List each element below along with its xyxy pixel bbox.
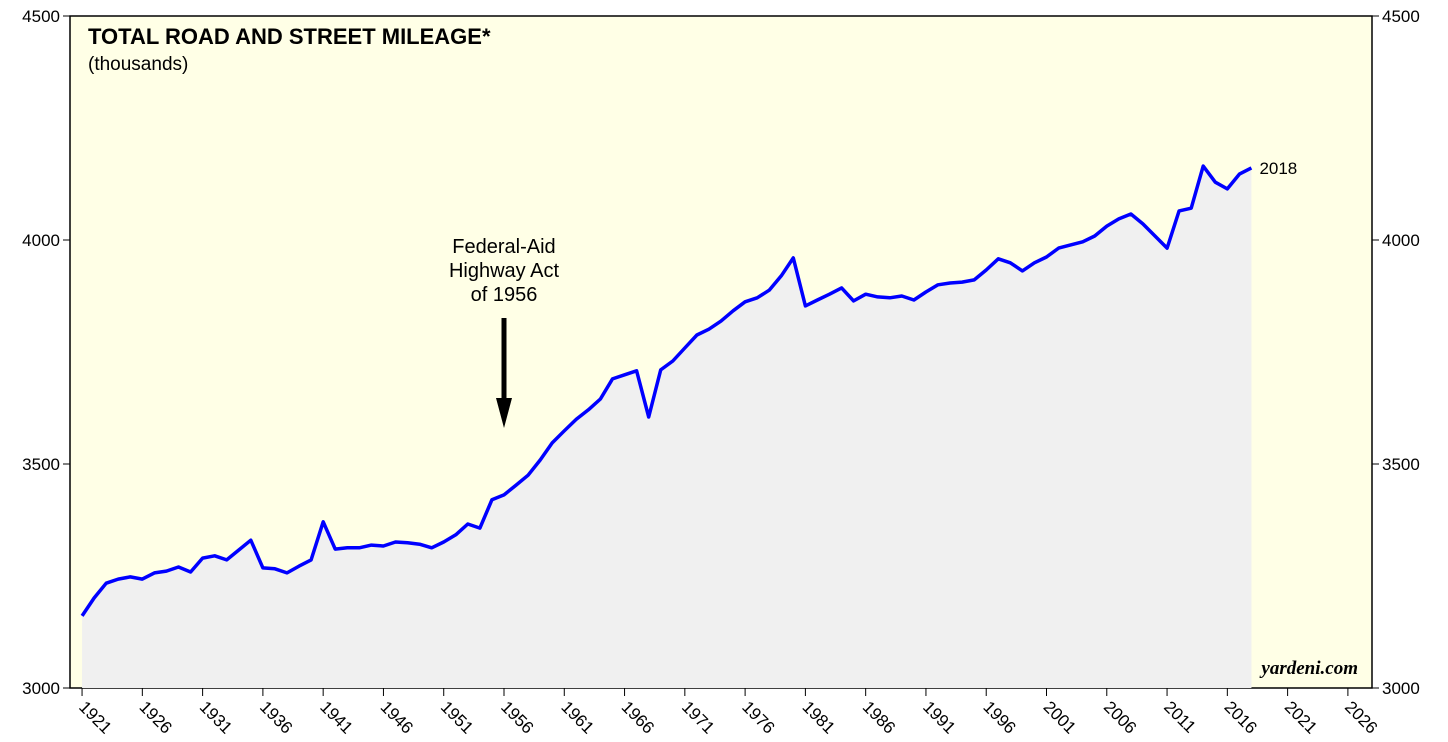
- area: [82, 166, 1252, 689]
- annotation: Highway Act: [449, 260, 559, 282]
- x-tick-label: 2011: [1160, 697, 1199, 736]
- x-tick-label: 1971: [678, 697, 718, 737]
- annotation: of 1956: [471, 284, 538, 306]
- x-tick-label: 1941: [316, 697, 356, 737]
- x-tick-label: 1966: [618, 697, 658, 737]
- x-tick-label: 1921: [75, 697, 115, 737]
- x-tick-label: 1976: [738, 697, 778, 737]
- x-tick-label: 1926: [136, 697, 176, 737]
- x-tick-label: 1946: [377, 697, 417, 737]
- annotation-arrowhead: [496, 398, 512, 428]
- y2-tick-label: 4000: [1382, 231, 1420, 250]
- x-tick-label: 2006: [1100, 697, 1140, 737]
- x-tick-label: 2016: [1221, 697, 1261, 737]
- y2-tick-label: 3000: [1382, 679, 1420, 698]
- x-tick-label: 2001: [1040, 697, 1080, 737]
- x-tick-label: 1936: [256, 697, 296, 737]
- x-tick-label: 1951: [437, 697, 477, 737]
- y-tick-label: 3500: [22, 455, 60, 474]
- y-tick-label: 3000: [22, 679, 60, 698]
- x-tick-label: 1991: [919, 697, 959, 737]
- x-tick-label: 2026: [1341, 697, 1381, 737]
- x-tick-label: 1986: [859, 697, 899, 737]
- source: yardeni.com: [1259, 658, 1358, 679]
- x-tick-label: 1931: [196, 697, 236, 737]
- x-tick-label: 1956: [497, 697, 537, 737]
- y-tick-label: 4000: [22, 231, 60, 250]
- y-tick-label: 4500: [22, 7, 60, 26]
- end-label: 2018: [1259, 159, 1297, 178]
- x-tick-label: 1961: [557, 697, 597, 737]
- x-tick-label: 1981: [799, 697, 839, 737]
- chart-subtitle: (thousands): [88, 54, 188, 75]
- chart-title: TOTAL ROAD AND STREET MILEAGE*: [88, 24, 491, 49]
- x-tick-label: 1996: [979, 697, 1019, 737]
- x-tick-label: 2021: [1281, 697, 1321, 737]
- y2-tick-label: 3500: [1382, 455, 1420, 474]
- y2-tick-label: 4500: [1382, 7, 1420, 26]
- line: [80, 164, 1253, 617]
- annotation: Federal-Aid: [452, 236, 555, 258]
